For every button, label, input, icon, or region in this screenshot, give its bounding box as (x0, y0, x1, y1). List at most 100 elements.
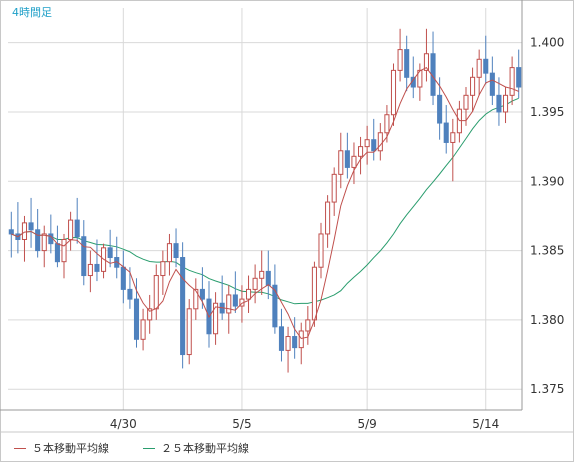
grid-layer (8, 8, 522, 410)
candle-body (147, 308, 153, 321)
candle-body (107, 247, 113, 259)
candle-body (351, 155, 357, 168)
candle (423, 28, 429, 82)
ma5-line (11, 66, 519, 340)
candle-body (502, 94, 509, 113)
candle-body (199, 288, 205, 300)
candle (140, 308, 146, 351)
candle-body (463, 94, 469, 110)
candle (502, 87, 509, 124)
legend-item-ma25: ２５本移動平均線 (143, 440, 249, 456)
candle-body (489, 72, 495, 96)
candle-body (186, 308, 192, 356)
candle (232, 271, 238, 313)
candle-body (180, 257, 186, 356)
candle-body (81, 236, 87, 277)
candle-body (358, 146, 364, 157)
candle (476, 49, 482, 96)
candle (166, 233, 172, 276)
y-tick-label: 1.380 (530, 313, 564, 327)
candle (509, 56, 515, 106)
y-tick-label: 1.395 (530, 105, 564, 119)
candle (305, 306, 311, 345)
candle (325, 195, 331, 248)
candle-body (443, 122, 449, 143)
candle (87, 250, 93, 293)
candle (298, 322, 304, 365)
candle (81, 220, 87, 286)
candle (338, 132, 344, 189)
candle (186, 299, 192, 365)
candle (8, 211, 14, 258)
candle-body (311, 266, 317, 321)
candle-body (325, 201, 331, 235)
candle (358, 136, 364, 175)
candle-body (232, 294, 238, 307)
x-tick-label: 5/9 (357, 417, 376, 431)
candle-body (516, 67, 522, 88)
candle (470, 67, 476, 112)
candle-body (371, 139, 377, 152)
candle (331, 167, 337, 216)
candle (101, 243, 107, 279)
candle (133, 278, 140, 348)
candle-body (41, 233, 47, 252)
candle (147, 294, 153, 334)
candle-body (331, 173, 337, 203)
candle (516, 49, 522, 99)
candle (371, 118, 377, 161)
candle-body (94, 263, 100, 272)
legend-label-ma5: ５本移動平均線 (32, 442, 109, 455)
candle-body (285, 336, 291, 351)
candle (397, 28, 403, 82)
candle (318, 222, 324, 279)
legend-line-ma5 (14, 447, 26, 449)
candle-body (48, 233, 54, 245)
candle-body (470, 76, 476, 96)
candle-body (496, 94, 502, 113)
candle-body (483, 58, 489, 74)
candle (351, 142, 357, 185)
candle-body (61, 238, 67, 263)
candle (74, 197, 80, 244)
legend: ５本移動平均線 ２５本移動平均線 (14, 440, 249, 456)
candle-body (127, 288, 133, 300)
candle (443, 105, 449, 154)
y-tick-label: 1.375 (530, 382, 564, 396)
candle (213, 292, 219, 345)
candle (278, 308, 285, 362)
candle-body (292, 336, 298, 349)
candle-body (153, 275, 159, 310)
candle-body (509, 67, 515, 96)
candle-layer (8, 28, 522, 373)
candle-body (423, 53, 429, 71)
candle (173, 228, 179, 268)
candle-body (318, 233, 324, 268)
candle-body (120, 266, 126, 290)
candle-body (344, 150, 350, 168)
candle-body (245, 288, 252, 300)
legend-line-ma25 (143, 447, 155, 449)
candle (377, 123, 383, 161)
candle-body (28, 222, 34, 231)
candle (114, 236, 120, 279)
candle-body (173, 243, 179, 259)
candle (15, 202, 21, 254)
candle (496, 77, 502, 126)
candle (245, 275, 252, 313)
candle (35, 209, 41, 258)
ma5-layer (11, 66, 519, 340)
candle (450, 118, 456, 182)
candle-body (278, 326, 285, 351)
candle (252, 264, 258, 304)
axis-layer: 1.375 1.380 1.385 1.390 1.395 1.400 4/30 5/5 5/9… (0, 0, 574, 433)
candle-body (338, 150, 344, 175)
x-tick-label: 4/30 (110, 417, 137, 431)
x-tick-label: 5/14 (472, 417, 499, 431)
candle-body (298, 330, 304, 349)
candle-body (54, 243, 60, 263)
candle (54, 225, 60, 268)
candle (28, 197, 34, 248)
candle (292, 317, 298, 359)
y-tick-label: 1.400 (530, 36, 564, 50)
